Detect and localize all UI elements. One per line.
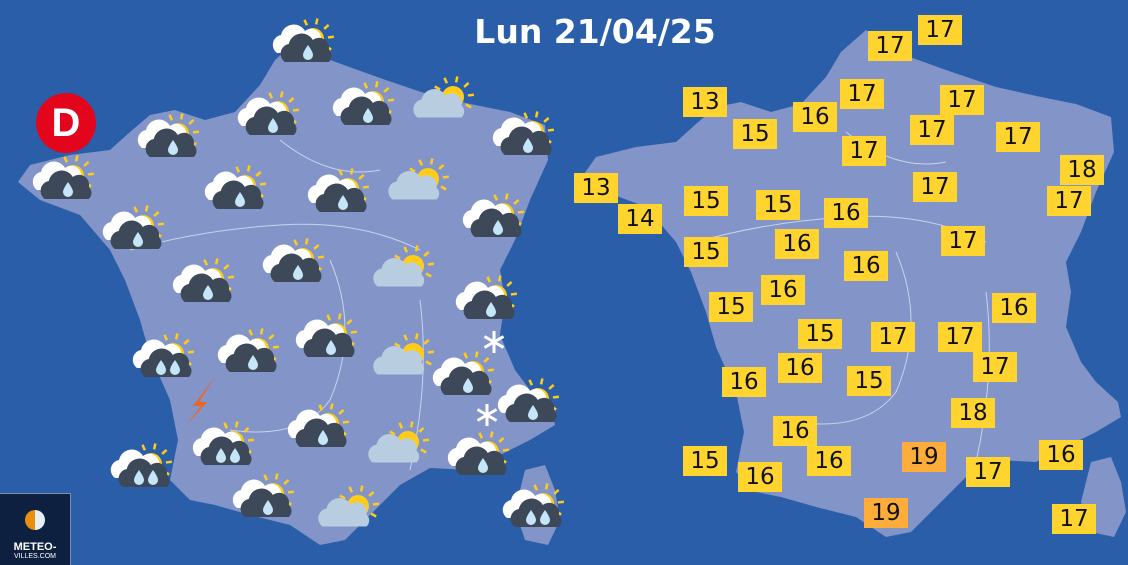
temperature-label: 18 (951, 398, 995, 428)
sun-cloud-rain-icon (492, 111, 555, 155)
temperature-label: 15 (709, 292, 753, 322)
logo-icon (25, 510, 45, 530)
sun-cloud-heavy-rain-icon (132, 333, 195, 377)
temperature-label: 16 (761, 275, 805, 305)
sun-cloud-rain-icon (332, 81, 395, 125)
sun-cloud-icon (368, 421, 430, 463)
sun-cloud-rain-icon (172, 258, 235, 302)
temperature-label: 15 (847, 366, 891, 396)
sun-cloud-rain-icon (204, 165, 267, 209)
temperature-label: 16 (1039, 440, 1083, 470)
temperature-label: 15 (684, 186, 728, 216)
temperature-label: 16 (738, 462, 782, 492)
sun-cloud-rain-icon (295, 313, 358, 357)
temperature-label: 16 (844, 251, 888, 281)
sun-cloud-rain-icon (137, 113, 200, 157)
temperature-label: 17 (871, 322, 915, 352)
sun-cloud-rain-icon (237, 91, 300, 135)
temperature-label: 17 (868, 31, 912, 61)
temperature-label: 17 (913, 172, 957, 202)
day-badge: D (36, 93, 96, 153)
logo-line1: METEO- (13, 541, 57, 553)
temperature-label: 15 (683, 446, 727, 476)
temperature-label: 17 (938, 322, 982, 352)
temperature-label: 17 (1047, 186, 1091, 216)
snow-icon (483, 331, 505, 353)
sun-cloud-rain-icon (287, 403, 350, 447)
sun-cloud-rain-icon (272, 18, 335, 62)
region-borders (129, 139, 424, 471)
sun-cloud-icon (413, 76, 475, 118)
sun-cloud-rain-icon (497, 378, 560, 422)
sun-cloud-heavy-rain-icon (110, 443, 173, 487)
temperature-label: 17 (966, 457, 1010, 487)
sun-cloud-rain-icon (447, 431, 510, 475)
meteo-villes-logo[interactable]: METEO- VILLES.COM (0, 493, 71, 565)
temperature-label: 16 (992, 293, 1036, 323)
temperature-label: 17 (973, 352, 1017, 382)
sun-cloud-icon (373, 333, 435, 375)
temperature-label: 15 (684, 237, 728, 267)
temperature-label: 17 (996, 122, 1040, 152)
temperature-label: 17 (840, 79, 884, 109)
snow-icon (476, 404, 498, 426)
sun-cloud-icon (318, 485, 380, 527)
temperature-label: 17 (918, 15, 962, 45)
sun-cloud-rain-icon (232, 473, 295, 517)
sun-cloud-icon (373, 245, 435, 287)
temperature-label: 19 (902, 442, 946, 472)
sun-cloud-rain-icon (455, 275, 518, 319)
sun-cloud-rain-icon (462, 193, 525, 237)
temperature-label: 16 (793, 102, 837, 132)
temperature-label: 17 (941, 226, 985, 256)
temperature-label: 15 (733, 119, 777, 149)
temperature-label: 16 (778, 353, 822, 383)
temperature-label: 13 (683, 87, 727, 117)
temperature-label: 17 (940, 85, 984, 115)
sun-cloud-rain-icon (102, 205, 165, 249)
date-title: Lun 21/04/25 (474, 12, 716, 51)
sun-cloud-rain-icon (217, 328, 280, 372)
thunder-icon (185, 377, 215, 427)
temperature-label: 18 (1060, 155, 1104, 185)
temperature-label: 15 (756, 190, 800, 220)
temperature-label: 19 (864, 498, 908, 528)
temperature-label: 14 (618, 204, 662, 234)
sun-cloud-icon (388, 158, 450, 200)
temperature-label: 17 (910, 115, 954, 145)
temperature-label: 17 (842, 136, 886, 166)
temperature-label: 16 (807, 446, 851, 476)
sun-cloud-heavy-rain-icon (192, 421, 255, 465)
sun-cloud-heavy-rain-icon (502, 483, 565, 527)
temperature-label: 16 (773, 416, 817, 446)
temperature-label: 16 (775, 229, 819, 259)
temperature-label: 17 (1052, 504, 1096, 534)
sun-cloud-rain-icon (262, 238, 325, 282)
sun-cloud-rain-icon (432, 351, 495, 395)
sun-cloud-rain-icon (307, 168, 370, 212)
temperature-label: 15 (798, 319, 842, 349)
sun-cloud-rain-icon (32, 155, 95, 199)
temperature-label: 13 (574, 173, 618, 203)
logo-line2: VILLES.COM (13, 553, 56, 560)
temperature-label: 16 (722, 367, 766, 397)
temperature-label: 16 (824, 198, 868, 228)
